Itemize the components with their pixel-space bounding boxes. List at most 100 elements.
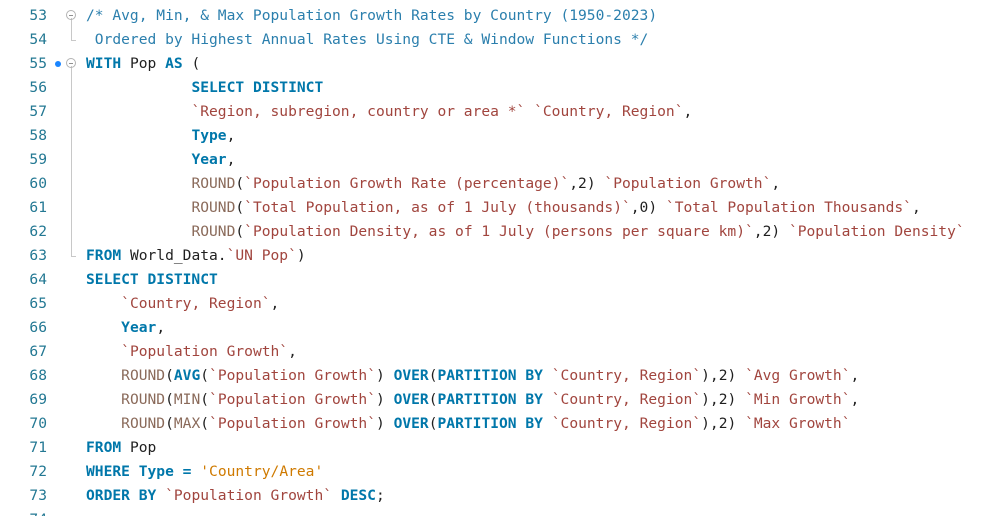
code-token: ),2) [701, 367, 746, 384]
fold-toggle-icon[interactable] [66, 10, 76, 20]
code-token: Pop [121, 439, 157, 456]
line-number[interactable]: 53 [29, 7, 47, 24]
code-text: ROUND(MAX(`Population Growth`) OVER(PART… [86, 412, 850, 436]
line-number[interactable]: 68 [29, 367, 47, 384]
code-line[interactable]: 69 ROUND(MIN(`Population Growth`) OVER(P… [0, 388, 1005, 412]
code-token [525, 103, 534, 120]
code-token: ( [200, 391, 210, 408]
line-number[interactable]: 54 [29, 31, 47, 48]
code-token: `Country, Region` [121, 295, 271, 312]
line-number[interactable]: 67 [29, 343, 47, 360]
breakpoint-dot-icon[interactable] [55, 61, 61, 67]
line-number[interactable]: 73 [29, 487, 47, 504]
code-token: , [771, 175, 781, 192]
code-line[interactable]: 55 WITH Pop AS ( [0, 52, 1005, 76]
code-text: `Country, Region`, [86, 292, 279, 316]
line-number[interactable]: 57 [29, 103, 47, 120]
line-number[interactable]: 69 [29, 391, 47, 408]
line-number[interactable]: 58 [29, 127, 47, 144]
code-line[interactable]: 74 [0, 508, 1005, 516]
line-number[interactable]: 55 [29, 55, 47, 72]
code-token: PARTITION BY [437, 415, 543, 432]
code-line[interactable]: 70 ROUND(MAX(`Population Growth`) OVER(P… [0, 412, 1005, 436]
code-token: ) [375, 367, 394, 384]
line-number[interactable]: 71 [29, 439, 47, 456]
code-text: SELECT DISTINCT [86, 268, 218, 292]
code-token: SELECT DISTINCT [86, 271, 218, 288]
code-token: Type [138, 463, 174, 480]
code-token: , [270, 295, 280, 312]
code-token: Type [191, 127, 227, 144]
code-line[interactable]: 54 Ordered by Highest Annual Rates Using… [0, 28, 1005, 52]
code-token: ( [182, 55, 201, 72]
code-line[interactable]: 63 FROM World_Data.`UN Pop`) [0, 244, 1005, 268]
code-line[interactable]: 68 ROUND(AVG(`Population Growth`) OVER(P… [0, 364, 1005, 388]
code-line[interactable]: 65 `Country, Region`, [0, 292, 1005, 316]
code-token: `Total Population, as of 1 July (thousan… [244, 199, 631, 216]
code-text: /* Avg, Min, & Max Population Growth Rat… [86, 4, 657, 28]
code-line[interactable]: 67 `Population Growth`, [0, 340, 1005, 364]
line-number[interactable]: 70 [29, 415, 47, 432]
code-line[interactable]: 61 ROUND(`Total Population, as of 1 July… [0, 196, 1005, 220]
code-token: ROUND [191, 223, 236, 240]
code-token: ( [235, 199, 245, 216]
code-token: ( [428, 391, 438, 408]
code-token: /* Avg, Min, & Max Population Growth Rat… [86, 7, 658, 24]
code-token: ,0) [630, 199, 666, 216]
code-text: `Population Growth`, [86, 340, 297, 364]
code-line[interactable]: 56 SELECT DISTINCT [0, 76, 1005, 100]
code-token: DESC [340, 487, 376, 504]
code-token: , [156, 319, 166, 336]
code-text: ROUND(`Population Growth Rate (percentag… [86, 172, 780, 196]
line-number[interactable]: 63 [29, 247, 47, 264]
fold-toggle-icon[interactable] [66, 58, 76, 68]
code-token: ( [165, 415, 174, 432]
line-number[interactable]: 74 [0, 508, 47, 516]
code-token: ) [375, 415, 394, 432]
code-line[interactable]: 73 ORDER BY `Population Growth` DESC; [0, 484, 1005, 508]
line-number[interactable]: 60 [29, 175, 47, 192]
code-token: WITH [86, 55, 122, 72]
fold-guide-comment-end [71, 40, 76, 41]
code-line[interactable]: 58 Type, [0, 124, 1005, 148]
code-line[interactable]: 64 SELECT DISTINCT [0, 268, 1005, 292]
code-token [332, 487, 341, 504]
code-token: ( [165, 391, 174, 408]
code-token: ( [200, 415, 210, 432]
code-token: , [288, 343, 297, 360]
code-text: FROM Pop [86, 436, 156, 460]
code-token: `Min Growth` [745, 391, 851, 408]
code-token: World_Data. [121, 247, 227, 264]
code-token: = [173, 463, 201, 480]
code-token: ( [235, 223, 245, 240]
code-token: `Country, Region` [551, 391, 702, 408]
code-token: ) [375, 391, 394, 408]
code-line[interactable]: 53 /* Avg, Min, & Max Population Growth R… [0, 4, 1005, 28]
code-token: `Population Growth` [209, 391, 376, 408]
code-token: ( [165, 367, 174, 384]
code-token: SELECT DISTINCT [191, 79, 324, 96]
code-line[interactable]: 71 FROM Pop [0, 436, 1005, 460]
code-token: `Avg Growth` [745, 367, 851, 384]
code-line[interactable]: 57 `Region, subregion, country or area *… [0, 100, 1005, 124]
line-number[interactable]: 62 [29, 223, 47, 240]
code-line[interactable]: 60 ROUND(`Population Growth Rate (percen… [0, 172, 1005, 196]
line-number[interactable]: 72 [29, 463, 47, 480]
code-token [156, 487, 165, 504]
line-number[interactable]: 66 [29, 319, 47, 336]
code-line[interactable]: 59 Year, [0, 148, 1005, 172]
code-line[interactable]: 72 WHERE Type = 'Country/Area' [0, 460, 1005, 484]
code-token: ROUND [121, 367, 166, 384]
code-line[interactable]: 62 ROUND(`Population Density, as of 1 Ju… [0, 220, 1005, 244]
code-token: FROM [86, 247, 122, 264]
line-number[interactable]: 65 [29, 295, 47, 312]
line-number[interactable]: 64 [29, 271, 47, 288]
line-number[interactable]: 56 [29, 79, 47, 96]
code-token: ) [296, 247, 306, 264]
line-number[interactable]: 61 [29, 199, 47, 216]
code-line[interactable]: 66 Year, [0, 316, 1005, 340]
code-token: ( [200, 367, 210, 384]
code-token: ,2) [569, 175, 605, 192]
line-number[interactable]: 59 [29, 151, 47, 168]
